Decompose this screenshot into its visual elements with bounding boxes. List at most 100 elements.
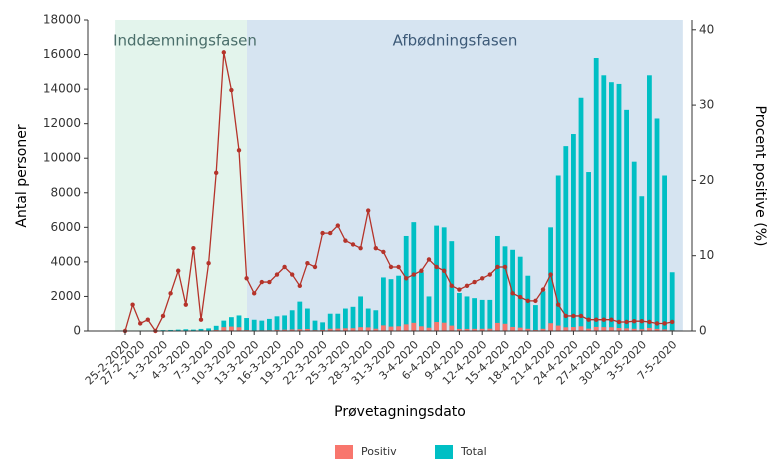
bar	[472, 298, 477, 331]
bar	[403, 324, 409, 331]
bar	[198, 328, 204, 331]
bar	[555, 175, 561, 331]
bar	[586, 172, 591, 331]
line-point	[381, 249, 386, 255]
bar	[586, 328, 591, 331]
y2-tick-label: 40	[699, 22, 714, 36]
line-point	[138, 321, 143, 326]
line-point	[343, 238, 348, 243]
bar	[274, 316, 280, 331]
line-point	[548, 272, 553, 277]
line-point	[563, 313, 568, 319]
bar	[593, 58, 599, 332]
line-point	[601, 317, 606, 322]
bar	[305, 328, 310, 331]
bar	[548, 323, 553, 331]
bar	[320, 322, 325, 331]
bar	[555, 325, 561, 331]
y2-tick-label: 10	[699, 248, 714, 262]
bar	[464, 296, 470, 331]
bar	[441, 322, 447, 331]
bar	[495, 235, 500, 331]
line-point	[191, 245, 196, 251]
bar	[662, 175, 667, 331]
bar	[533, 329, 538, 331]
bar	[563, 327, 569, 331]
legend-swatch	[335, 445, 353, 459]
line-point	[495, 264, 500, 270]
line-point	[244, 276, 249, 281]
line-point	[533, 298, 538, 304]
line-point	[198, 317, 204, 322]
bar	[639, 329, 645, 331]
bar	[396, 275, 401, 331]
line-point	[472, 279, 477, 285]
bar	[540, 328, 546, 331]
bar	[525, 275, 531, 331]
line-point	[214, 170, 219, 176]
bar	[191, 329, 196, 331]
line-point	[350, 242, 356, 247]
legend-label: Total	[460, 445, 487, 458]
line-point	[312, 264, 318, 270]
bar	[426, 327, 432, 331]
line-point	[236, 148, 242, 153]
line-point	[229, 87, 234, 93]
bar	[320, 329, 325, 331]
bar	[639, 196, 645, 331]
line-point	[183, 302, 188, 307]
bar	[403, 235, 409, 331]
bar	[479, 328, 485, 331]
bar	[373, 310, 379, 331]
bar	[221, 327, 227, 331]
line-point	[259, 279, 264, 285]
bar	[631, 328, 637, 331]
y-axis-label: Antal personer	[14, 124, 30, 227]
line-point	[396, 264, 401, 270]
bar	[502, 323, 508, 331]
bar	[365, 327, 371, 331]
bar	[609, 327, 614, 331]
bar	[533, 305, 538, 331]
bar	[434, 322, 439, 331]
bar	[274, 329, 280, 331]
bar	[396, 326, 401, 331]
bar	[502, 246, 508, 331]
bar	[236, 315, 242, 331]
bar	[168, 329, 173, 331]
line-point	[426, 257, 432, 262]
y-tick-label: 2000	[50, 289, 81, 303]
bar	[312, 320, 318, 331]
line-point	[609, 317, 614, 322]
bar	[213, 329, 219, 331]
y-tick-label: 10000	[43, 151, 81, 165]
y-tick-label: 18000	[43, 13, 81, 27]
bar	[426, 296, 432, 331]
line-point	[168, 291, 173, 296]
bar	[175, 329, 181, 331]
bar	[487, 299, 493, 331]
line-point	[267, 279, 272, 285]
bar	[221, 320, 227, 331]
line-point	[518, 294, 523, 300]
line-point	[305, 261, 310, 266]
bar	[229, 317, 234, 331]
line-point	[388, 264, 394, 270]
bar	[457, 292, 462, 331]
bar	[578, 97, 584, 331]
bar	[510, 249, 515, 331]
bar	[616, 83, 622, 331]
bar	[183, 329, 189, 331]
line-point	[639, 319, 644, 324]
line-point	[145, 317, 150, 322]
bar	[259, 320, 265, 331]
line-point	[373, 245, 378, 251]
bar	[647, 327, 652, 331]
legend-swatch	[435, 445, 453, 459]
line-point	[320, 230, 325, 236]
bar	[305, 308, 310, 331]
bar	[517, 327, 523, 331]
line-point	[540, 287, 546, 292]
bar	[472, 328, 477, 331]
